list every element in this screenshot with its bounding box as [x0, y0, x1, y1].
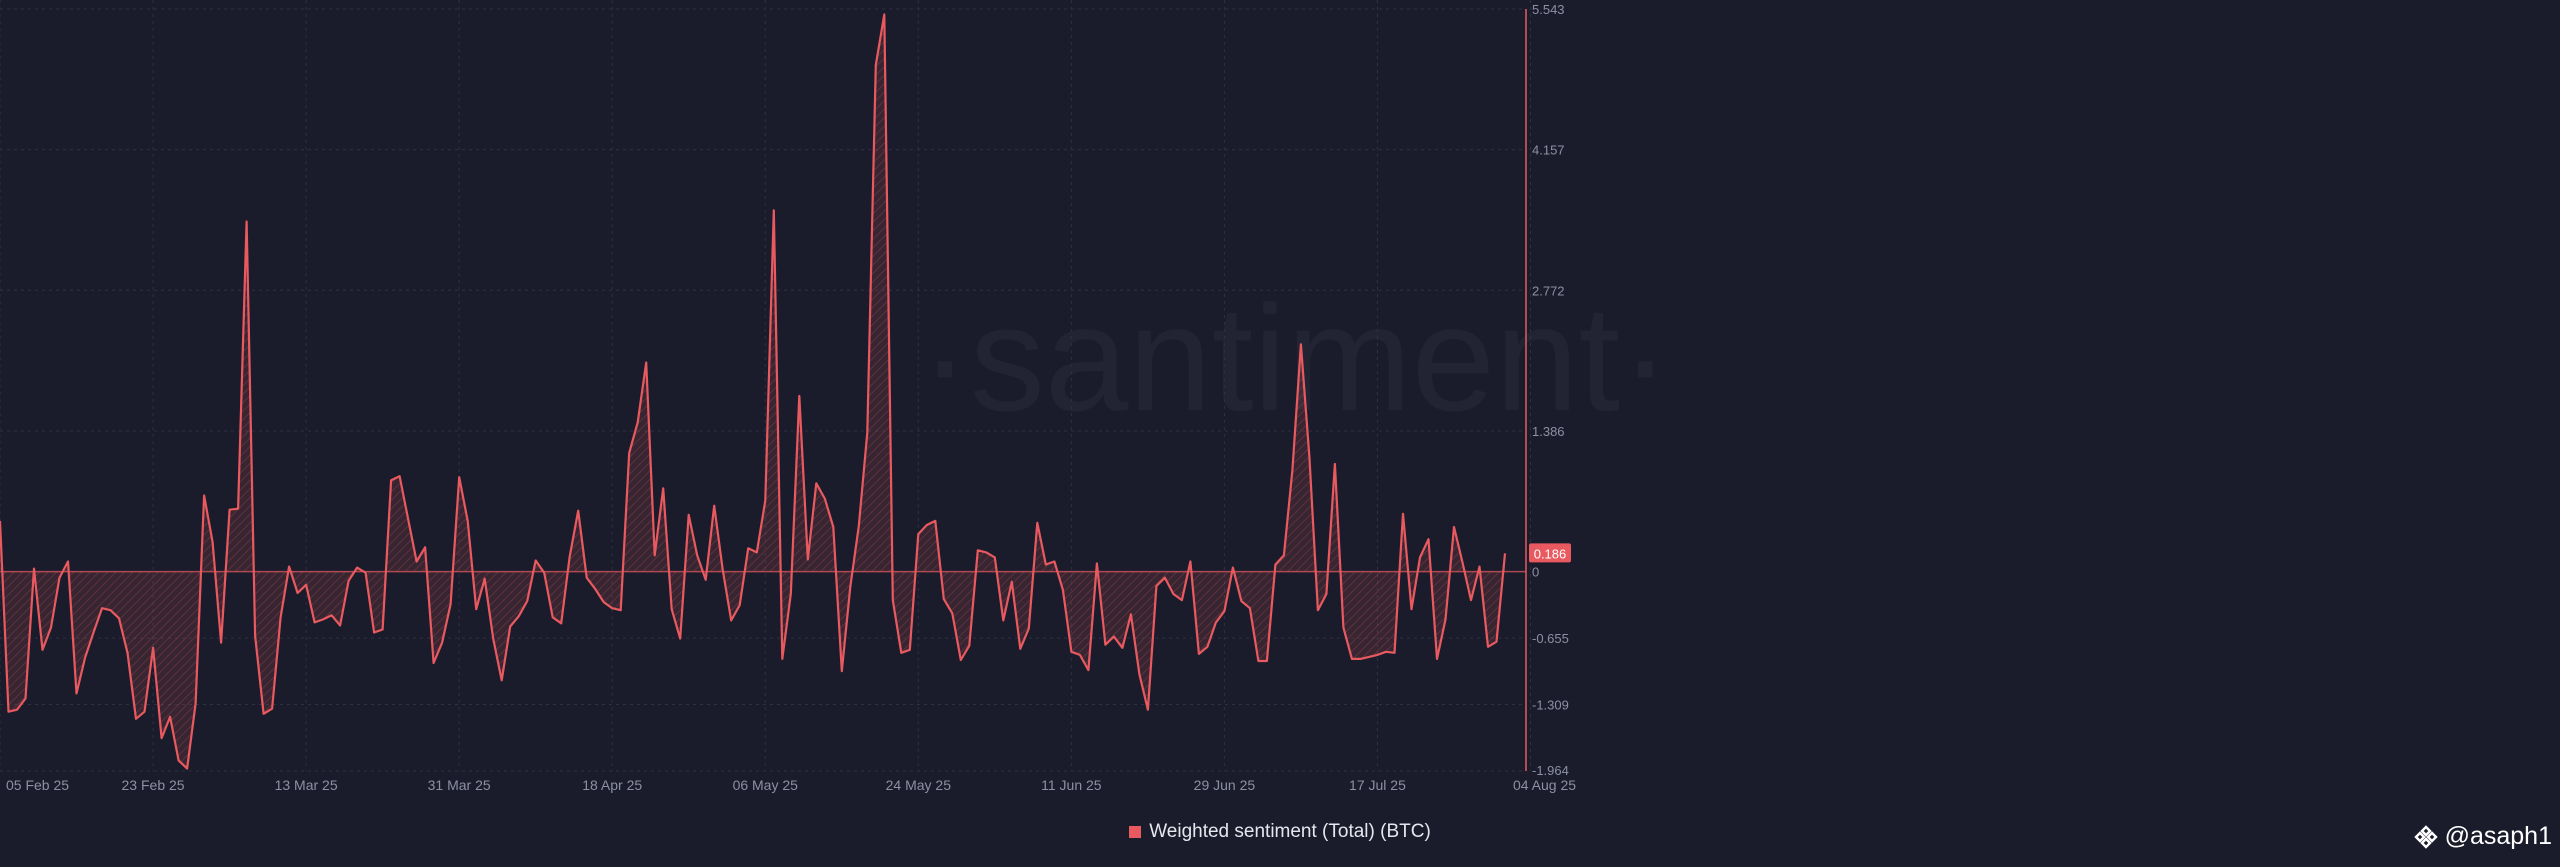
- x-tick-label: 31 Mar 25: [428, 777, 491, 793]
- legend[interactable]: Weighted sentiment (Total) (BTC): [0, 821, 2560, 843]
- y-tick-label: 0: [1532, 565, 1539, 580]
- last-value-label: 0.186: [1534, 546, 1567, 561]
- legend-label: Weighted sentiment (Total) (BTC): [1149, 821, 1431, 842]
- x-tick-label: 13 Mar 25: [275, 777, 338, 793]
- series-line: [0, 13, 1507, 770]
- credit: @asaph1: [2413, 822, 2552, 851]
- x-tick-label: 11 Jun 25: [1041, 777, 1102, 793]
- binance-diamond-icon: [2413, 824, 2438, 849]
- legend-swatch: [1129, 826, 1142, 838]
- x-tick-label: 29 Jun 25: [1194, 777, 1256, 793]
- x-tick-label: 06 May 25: [733, 777, 799, 793]
- x-tick-label: 24 May 25: [886, 777, 952, 793]
- y-tick-label: 1.386: [1532, 424, 1565, 439]
- y-tick-label: -1.964: [1532, 763, 1569, 778]
- x-tick-label: 05 Feb 25: [6, 777, 69, 793]
- series-area: [0, 14, 1505, 769]
- credit-handle: @asaph1: [2444, 822, 2552, 850]
- y-tick-label: 5.543: [1532, 2, 1565, 17]
- y-tick-label: -0.655: [1532, 631, 1569, 646]
- y-tick-label: 2.772: [1532, 283, 1565, 298]
- x-tick-label: 18 Apr 25: [582, 777, 642, 793]
- x-tick-label: 17 Jul 25: [1349, 777, 1406, 793]
- y-tick-label: -1.309: [1532, 698, 1569, 713]
- y-tick-label: 4.157: [1532, 143, 1565, 158]
- x-tick-label: 04 Aug 25: [1513, 777, 1576, 793]
- x-tick-label: 23 Feb 25: [122, 777, 185, 793]
- santiment-watermark: ·santiment·: [920, 274, 1670, 442]
- last-value-badge: [1529, 543, 1571, 563]
